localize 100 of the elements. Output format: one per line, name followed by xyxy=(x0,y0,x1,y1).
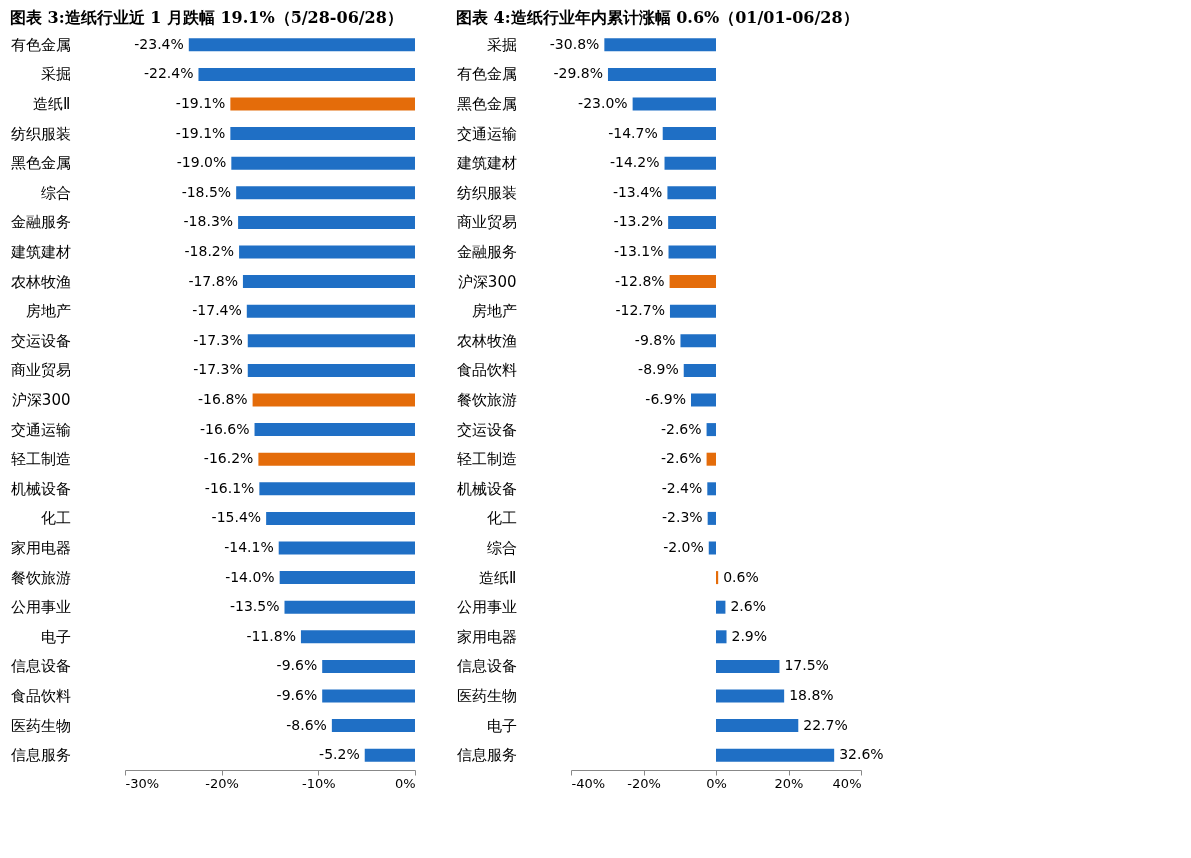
y-tick-label: 造纸Ⅱ xyxy=(33,95,71,113)
y-tick-label: 食品饮料 xyxy=(10,687,71,705)
y-tick-label: 机械设备 xyxy=(456,479,517,498)
y-tick-label: 家用电器 xyxy=(456,627,517,646)
y-tick-label: 黑色金属 xyxy=(456,95,517,113)
x-tick-label: -40% xyxy=(571,775,606,791)
y-tick-label: 电子 xyxy=(40,627,71,646)
y-tick-label: 造纸Ⅱ xyxy=(479,568,517,587)
y-tick-label: 综合 xyxy=(486,539,517,557)
data-label: -16.1% xyxy=(204,479,255,496)
y-tick-label: 商业贸易 xyxy=(10,361,71,380)
y-tick-label: 交通运输 xyxy=(10,420,71,439)
data-label: -30.8% xyxy=(549,35,600,52)
data-label: 2.9% xyxy=(731,627,768,644)
data-label: -17.3% xyxy=(193,361,243,378)
data-label: -23.0% xyxy=(578,95,628,111)
y-tick-label: 电子 xyxy=(486,716,517,735)
y-tick-label: 有色金属 xyxy=(456,65,517,84)
data-label: -13.1% xyxy=(613,243,664,259)
y-tick-label: 综合 xyxy=(40,183,71,202)
x-tick-label: -10% xyxy=(302,775,336,791)
data-label: -9.6% xyxy=(276,657,318,674)
y-tick-label: 家用电器 xyxy=(10,539,71,557)
data-label: -14.2% xyxy=(609,154,660,171)
y-tick-label: 公用事业 xyxy=(456,598,517,617)
y-tick-label: 建筑建材 xyxy=(455,154,517,173)
y-tick-label: 医药生物 xyxy=(10,716,71,735)
data-label: -8.9% xyxy=(638,361,679,378)
x-tick-label: 40% xyxy=(832,775,862,791)
y-tick-label: 餐饮旅游 xyxy=(456,391,517,409)
data-label: -17.8% xyxy=(188,272,238,289)
y-tick-label: 机械设备 xyxy=(10,479,71,498)
data-label: -12.8% xyxy=(615,272,665,289)
chart-title: 图表 3:造纸行业近 1 月跌幅 19.1%（5/28-06/28） xyxy=(10,8,403,27)
y-tick-label: 化工 xyxy=(486,509,517,528)
y-tick-label: 纺织服装 xyxy=(456,183,517,202)
data-label: -9.6% xyxy=(276,687,318,703)
y-tick-label: 交通运输 xyxy=(456,124,517,143)
y-tick-label: 轻工制造 xyxy=(10,450,71,469)
y-tick-label: 采掘 xyxy=(486,35,517,54)
x-tick-label: 0% xyxy=(706,775,727,791)
y-tick-label: 沪深300 xyxy=(11,391,71,409)
data-label: -15.4% xyxy=(211,509,262,526)
data-label: -2.6% xyxy=(660,450,702,467)
data-label: -18.3% xyxy=(183,213,234,230)
x-tick-label: -30% xyxy=(125,775,160,791)
data-label: 0.6% xyxy=(723,568,759,585)
y-tick-label: 信息设备 xyxy=(456,657,517,676)
data-label: -6.9% xyxy=(645,391,686,407)
data-label: -14.1% xyxy=(224,539,274,555)
y-tick-label: 餐饮旅游 xyxy=(10,568,71,587)
data-label: 17.5% xyxy=(784,657,829,674)
data-label: -16.6% xyxy=(200,420,250,437)
data-label: -14.7% xyxy=(608,124,658,141)
data-label: -19.0% xyxy=(176,154,227,171)
y-tick-label: 医药生物 xyxy=(456,687,517,705)
x-tick-label: -20% xyxy=(205,775,239,791)
y-tick-label: 公用事业 xyxy=(10,598,71,617)
data-label: -23.4% xyxy=(134,35,184,52)
data-label: -2.4% xyxy=(661,479,703,496)
data-label: -2.6% xyxy=(660,420,702,437)
y-tick-label: 信息服务 xyxy=(10,746,71,765)
data-label: -13.2% xyxy=(613,213,664,230)
data-label: -8.6% xyxy=(286,716,327,733)
data-label: -13.4% xyxy=(612,183,663,200)
data-label: -5.2% xyxy=(319,746,360,763)
x-tick-label: 20% xyxy=(774,775,804,791)
y-tick-label: 房地产 xyxy=(471,302,517,321)
y-tick-label: 金融服务 xyxy=(456,243,517,261)
y-tick-label: 金融服务 xyxy=(10,213,71,232)
y-tick-label: 农林牧渔 xyxy=(456,331,517,350)
data-label: -22.4% xyxy=(143,65,194,82)
y-tick-label: 轻工制造 xyxy=(456,450,517,469)
y-tick-label: 沪深300 xyxy=(457,272,517,291)
y-tick-label: 信息设备 xyxy=(10,657,71,676)
y-tick-label: 食品饮料 xyxy=(456,361,517,380)
y-tick-label: 采掘 xyxy=(40,65,71,84)
y-tick-label: 农林牧渔 xyxy=(10,272,71,291)
y-tick-label: 商业贸易 xyxy=(456,213,517,232)
data-label: -12.7% xyxy=(615,302,665,319)
chart-title: 图表 4:造纸行业年内累计涨幅 0.6%（01/01-06/28） xyxy=(456,8,859,27)
data-label: -19.1% xyxy=(175,95,226,111)
y-tick-label: 交运设备 xyxy=(10,331,71,350)
data-label: -2.0% xyxy=(663,539,704,555)
x-tick-label: 0% xyxy=(394,775,416,791)
data-label: -11.8% xyxy=(246,627,296,644)
data-label: -29.8% xyxy=(553,65,603,82)
data-label: -16.2% xyxy=(203,450,254,467)
data-label: -18.2% xyxy=(184,243,235,259)
y-tick-label: 有色金属 xyxy=(10,35,71,54)
data-label: -19.1% xyxy=(175,124,226,141)
y-tick-label: 交运设备 xyxy=(456,420,517,439)
y-tick-label: 建筑建材 xyxy=(9,243,71,261)
data-label: 18.8% xyxy=(789,687,834,703)
data-label: -16.8% xyxy=(198,391,248,407)
data-label: 32.6% xyxy=(839,746,884,763)
data-label: -18.5% xyxy=(181,183,232,200)
data-label: -14.0% xyxy=(225,568,275,585)
data-label: -2.3% xyxy=(662,509,703,526)
y-tick-label: 黑色金属 xyxy=(10,154,71,173)
